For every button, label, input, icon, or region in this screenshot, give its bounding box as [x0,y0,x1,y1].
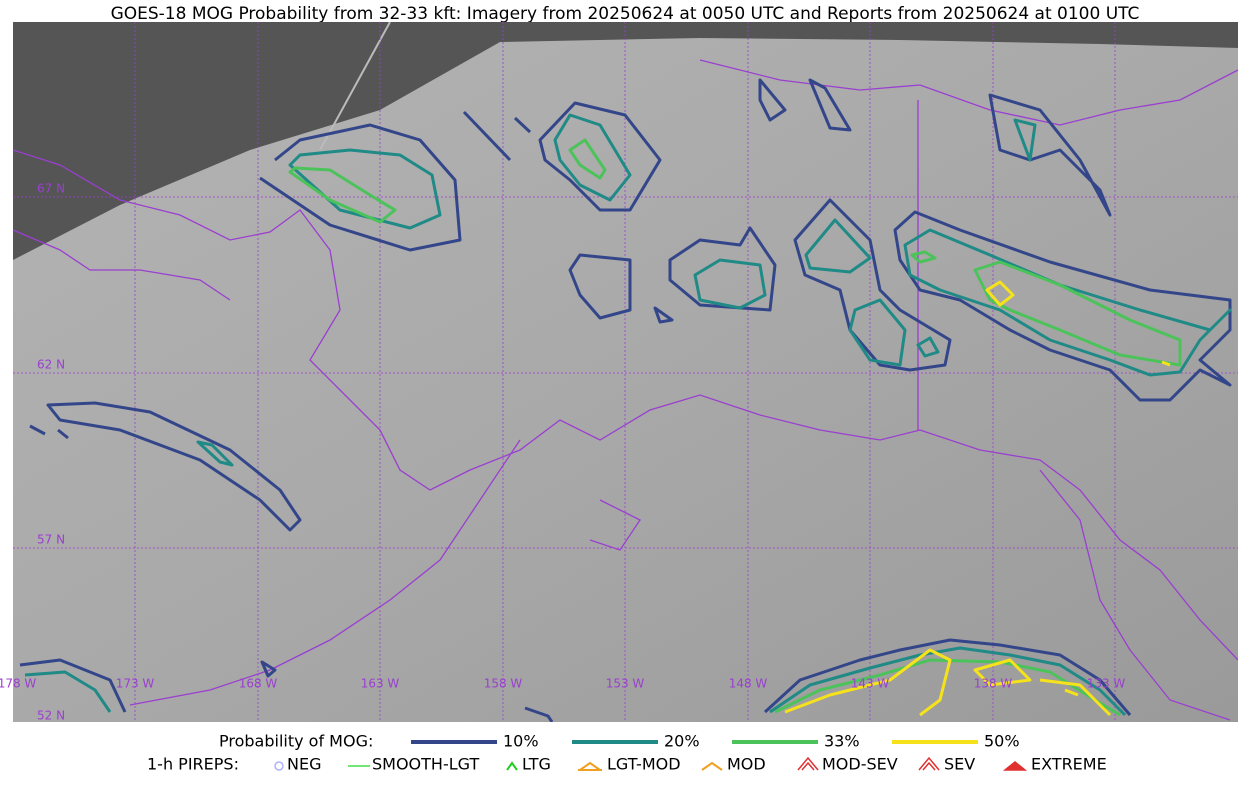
longitude-label: 163 W [361,677,400,691]
icon [918,756,940,771]
icon [701,761,723,771]
longitude-label: 138 W [974,677,1013,691]
contour [784,648,1112,717]
latitude-label: 57 N [37,533,65,547]
contour [758,78,1112,217]
contour [24,670,112,713]
graticule [13,22,1238,722]
contours [19,78,1232,722]
contour [769,646,1127,717]
graticule-labels: 67 N 62 N 57 N 52 N 178 W 173 W 168 W 163 W 158 … [0,182,1125,723]
pirep-label: NEG [287,755,321,774]
pirep-label: SMOOTH-LGT [372,755,479,774]
icon [506,761,518,771]
legend: Probability of MOG: 1-h PIREPS: 10% 20% 33… [147,732,1107,774]
contour [196,440,234,467]
icon [1002,761,1028,771]
legend-label: 20% [664,732,700,751]
contour [985,280,1171,367]
legend-label: 33% [824,732,860,751]
contour [29,401,302,532]
longitude-label: 148 W [729,677,768,691]
contour [763,638,1132,716]
title: GOES-18 MOG Probability from 32-33 kft: … [111,4,1140,24]
icon [797,756,819,771]
contour [288,166,397,224]
pirep-label: LGT-MOD [607,755,681,774]
pirep-icons [274,756,1028,771]
legend-title: Probability of MOG: [219,732,373,751]
longitude-label: 133 W [1087,677,1126,691]
longitude-label: 158 W [484,677,523,691]
longitude-label: 173 W [116,677,155,691]
contour [462,101,662,212]
contour [568,226,777,324]
contour [793,198,952,372]
contour [693,258,767,310]
contour [259,123,462,252]
latitude-label: 52 N [37,709,65,723]
scan-line [319,22,391,151]
latitude-label: 62 N [37,358,65,372]
latitude-label: 67 N [37,182,65,196]
pirep-label: MOD [727,755,766,774]
contour [804,218,940,367]
no-data-area [13,22,1238,260]
legend-label: 10% [503,732,539,751]
contour [774,658,1121,717]
icon [274,761,284,771]
legend-label: 50% [984,732,1020,751]
longitude-label: 153 W [606,677,645,691]
icon [578,761,602,771]
pireps-title: 1-h PIREPS: [147,755,239,774]
pirep-label: EXTREME [1031,755,1107,774]
longitude-label: 143 W [851,677,890,691]
coastline [13,59,1238,721]
contour [19,658,554,722]
contour [568,138,607,180]
contour [893,210,1232,402]
pirep-label: MOD-SEV [822,755,898,774]
contour [553,113,632,202]
longitude-label: 168 W [239,677,278,691]
contour [910,250,1182,367]
pirep-label: LTG [522,755,551,774]
longitude-label: 178 W [0,677,36,691]
pirep-label: SEV [944,755,975,774]
contour [1013,118,1037,162]
